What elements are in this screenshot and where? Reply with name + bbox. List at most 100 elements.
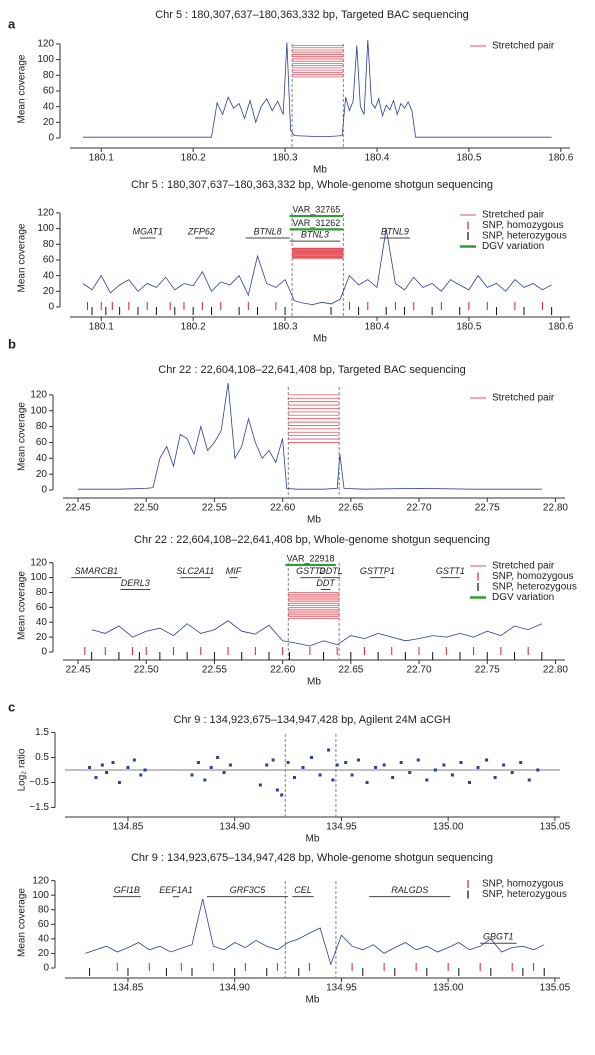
point	[139, 773, 143, 777]
y-tick-label: 120	[30, 557, 47, 568]
point	[510, 771, 514, 774]
gene-label: GFI1B	[114, 885, 140, 895]
chart: c Chr 9 : 134,923,675–134,947,428 bp, Agi…	[8, 699, 571, 844]
x-tick-label: 22.55	[202, 503, 227, 514]
gene-label: DDTL	[319, 566, 343, 576]
point	[485, 758, 489, 762]
x-tick-label: 180.4	[364, 322, 389, 333]
x-tick-label: 22.45	[65, 665, 90, 676]
point	[318, 773, 322, 777]
point	[203, 778, 207, 782]
x-tick-label: 180.2	[181, 322, 206, 333]
x-tick-label: 22.45	[65, 503, 90, 514]
point	[190, 773, 194, 777]
gene-label: RALGDS	[391, 885, 428, 895]
legend-label: SNP, homozygous	[492, 571, 574, 582]
point	[459, 761, 463, 764]
y-axis-label: Mean coverage	[17, 223, 28, 292]
chart: Chr 22 : 22,604,108–22,641,408 bp, Whole…	[17, 534, 577, 688]
y-tick-label: 60	[36, 437, 48, 448]
gene-label: BTNL3	[301, 230, 329, 240]
y-tick-label: 60	[43, 86, 55, 97]
point	[286, 761, 290, 764]
coverage-line	[78, 382, 542, 490]
point	[216, 756, 220, 759]
x-tick-label: 180.6	[548, 153, 573, 164]
chart-title: Chr 5 : 180,307,637–180,363,332 bp, Targ…	[155, 9, 469, 21]
y-tick-label: 40	[36, 617, 48, 628]
y-tick-label: −0.5	[29, 777, 49, 788]
y-tick-label: 100	[37, 54, 54, 65]
y-tick-label: 0.5	[35, 752, 49, 763]
point	[111, 761, 115, 764]
gene-label: MIF	[226, 566, 242, 576]
y-tick-label: 100	[32, 890, 49, 901]
chart: Chr 5 : 180,307,637–180,363,332 bp, Whol…	[17, 179, 574, 345]
y-tick-label: 100	[37, 223, 54, 234]
y-tick-label: 0	[48, 133, 54, 144]
point	[117, 781, 121, 784]
x-tick-label: 22.80	[543, 503, 568, 514]
point	[258, 783, 262, 787]
point	[105, 771, 109, 774]
x-tick-label: 134.95	[326, 822, 357, 833]
dgv-label: VAR_22918	[287, 553, 335, 563]
gene-label: MGAT1	[132, 226, 162, 236]
point	[275, 788, 279, 792]
x-tick-label: 22.55	[202, 665, 227, 676]
panel-label: c	[8, 699, 15, 714]
y-tick-label: 80	[36, 421, 48, 432]
point	[265, 763, 269, 767]
gene-label: GBGT1	[483, 932, 514, 942]
y-tick-label: 40	[43, 101, 55, 112]
point	[143, 768, 147, 772]
gene-label: CEL	[294, 885, 312, 895]
legend-label: SNP, homozygous	[482, 879, 564, 890]
y-tick-label: 20	[43, 117, 55, 128]
point	[132, 758, 136, 762]
y-tick-label: 80	[43, 239, 55, 250]
point	[100, 763, 104, 767]
x-axis-label: Mb	[313, 165, 327, 176]
chart-title: Chr 9 : 134,923,675–134,947,428 bp, Agil…	[173, 714, 450, 726]
x-tick-label: 180.5	[456, 322, 481, 333]
chart: a Chr 5 : 180,307,637–180,363,332 bp, Tar…	[8, 9, 574, 176]
x-tick-label: 135.00	[433, 822, 464, 833]
legend: Stretched pair	[470, 393, 555, 404]
x-tick-label: 22.70	[407, 503, 432, 514]
gene-label: SLC2A11	[176, 566, 214, 576]
x-tick-label: 134.90	[219, 983, 250, 994]
point	[476, 766, 480, 769]
x-axis-label: Mb	[313, 334, 327, 345]
x-tick-label: 134.95	[326, 983, 357, 994]
x-axis-label: Mb	[306, 995, 320, 1006]
point	[527, 778, 531, 782]
legend-label: DGV variation	[482, 241, 544, 252]
legend: Stretched pair	[470, 41, 555, 52]
point	[399, 761, 403, 764]
point	[374, 766, 378, 769]
gene-label: BTNL9	[381, 226, 409, 236]
coverage-line	[82, 39, 552, 138]
y-tick-label: 120	[37, 39, 54, 50]
y-tick-label: 100	[30, 572, 47, 583]
x-axis-label: Mb	[307, 515, 321, 526]
x-tick-label: 134.85	[113, 983, 144, 994]
point	[94, 776, 98, 779]
x-tick-label: 180.3	[273, 322, 298, 333]
y-tick-label: 0	[41, 647, 47, 658]
y-tick-label: 60	[36, 602, 48, 613]
point	[331, 778, 335, 782]
point	[350, 773, 354, 777]
gene-label: ZFP62	[187, 226, 215, 236]
legend-label: SNP, heterozygous	[482, 889, 567, 900]
point	[292, 776, 296, 779]
y-axis-label: Mean coverage	[17, 888, 28, 957]
gene-label: GSTT1	[436, 566, 465, 576]
dgv-label: VAR_32765	[292, 204, 340, 214]
y-tick-label: 1.5	[35, 727, 49, 738]
x-tick-label: 135.05	[540, 822, 571, 833]
x-tick-label: 180.3	[273, 153, 298, 164]
